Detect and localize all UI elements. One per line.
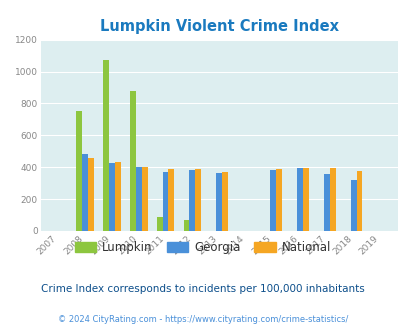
Bar xyxy=(275,169,281,231)
Bar xyxy=(189,170,195,231)
Bar xyxy=(323,174,329,231)
Bar xyxy=(115,162,120,231)
Bar xyxy=(216,173,222,231)
Text: © 2024 CityRating.com - https://www.cityrating.com/crime-statistics/: © 2024 CityRating.com - https://www.city… xyxy=(58,315,347,324)
Bar xyxy=(156,216,162,231)
Bar xyxy=(356,171,362,231)
Bar xyxy=(130,91,135,231)
Bar xyxy=(195,169,201,231)
Bar xyxy=(329,168,335,231)
Bar xyxy=(183,220,189,231)
Text: Crime Index corresponds to incidents per 100,000 inhabitants: Crime Index corresponds to incidents per… xyxy=(41,284,364,294)
Bar xyxy=(302,168,308,231)
Bar xyxy=(109,163,115,231)
Bar xyxy=(103,59,109,231)
Bar xyxy=(296,168,302,231)
Bar xyxy=(76,112,82,231)
Bar xyxy=(87,158,94,231)
Bar xyxy=(82,154,87,231)
Bar xyxy=(168,169,174,231)
Bar xyxy=(269,170,275,231)
Title: Lumpkin Violent Crime Index: Lumpkin Violent Crime Index xyxy=(100,19,338,34)
Bar xyxy=(141,167,147,231)
Bar xyxy=(222,172,228,231)
Bar xyxy=(135,167,141,231)
Bar xyxy=(162,172,168,231)
Bar xyxy=(350,180,356,231)
Legend: Lumpkin, Georgia, National: Lumpkin, Georgia, National xyxy=(70,236,335,259)
